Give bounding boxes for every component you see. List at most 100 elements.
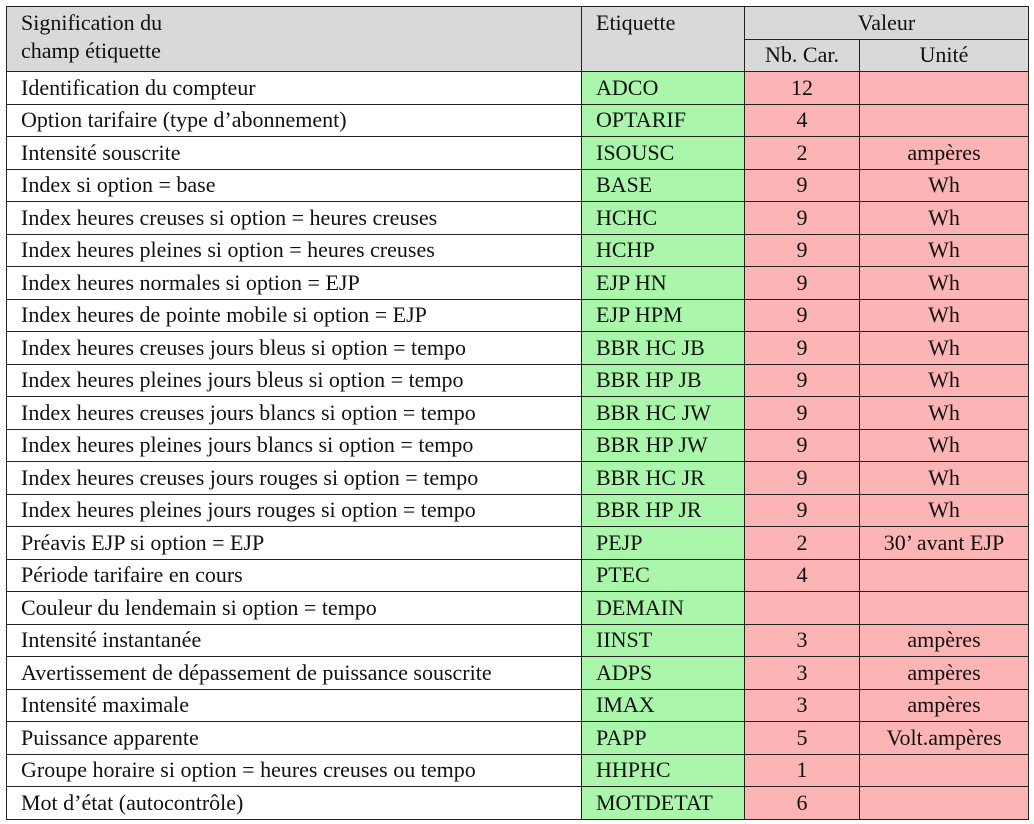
cell-etiquette: PEJP xyxy=(581,526,745,560)
cell-etiquette: EJP HPM xyxy=(581,298,745,332)
cell-signification: Couleur du lendemain si option = tempo xyxy=(6,591,582,625)
cell-unite: ampères xyxy=(859,136,1029,170)
cell-nb-car: 9 xyxy=(744,428,860,462)
cell-unite xyxy=(859,558,1029,592)
cell-etiquette: BBR HC JB xyxy=(581,331,745,365)
cell-etiquette: ADPS xyxy=(581,656,745,690)
cell-etiquette: BBR HC JW xyxy=(581,396,745,430)
table-row: Intensité maximale IMAX 3 ampères xyxy=(6,688,1029,722)
cell-unite: Wh xyxy=(859,233,1029,267)
cell-nb-car xyxy=(744,591,860,625)
cell-unite xyxy=(859,103,1029,137)
cell-nb-car: 9 xyxy=(744,233,860,267)
table-row: Index heures pleines jours rouges si opt… xyxy=(6,493,1029,527)
table-header: Signification du champ étiquette Etiquet… xyxy=(6,6,1029,72)
cell-etiquette: MOTDETAT xyxy=(581,786,745,820)
cell-etiquette: BASE xyxy=(581,168,745,202)
cell-nb-car: 9 xyxy=(744,363,860,397)
cell-nb-car: 4 xyxy=(744,103,860,137)
cell-nb-car: 5 xyxy=(744,721,860,755)
cell-signification: Identification du compteur xyxy=(6,71,582,105)
cell-etiquette: BBR HP JR xyxy=(581,493,745,527)
cell-unite: Wh xyxy=(859,201,1029,235)
table-row: Identification du compteur ADCO 12 xyxy=(6,71,1029,105)
cell-etiquette: PAPP xyxy=(581,721,745,755)
cell-nb-car: 1 xyxy=(744,753,860,787)
cell-unite: Volt.ampères xyxy=(859,721,1029,755)
header-row-1: Signification du champ étiquette Etiquet… xyxy=(6,6,1029,72)
cell-nb-car: 6 xyxy=(744,786,860,820)
cell-signification: Mot d’état (autocontrôle) xyxy=(6,786,582,820)
table-row: Index heures pleines jours blancs si opt… xyxy=(6,428,1029,462)
cell-signification: Puissance apparente xyxy=(6,721,582,755)
cell-unite xyxy=(859,786,1029,820)
table-row: Index si option = base BASE 9 Wh xyxy=(6,168,1029,202)
cell-nb-car: 9 xyxy=(744,493,860,527)
cell-nb-car: 3 xyxy=(744,656,860,690)
table-row: Index heures creuses si option = heures … xyxy=(6,201,1029,235)
cell-unite: Wh xyxy=(859,396,1029,430)
cell-signification: Avertissement de dépassement de puissanc… xyxy=(6,656,582,690)
cell-nb-car: 3 xyxy=(744,623,860,657)
cell-unite: ampères xyxy=(859,656,1029,690)
table-row: Avertissement de dépassement de puissanc… xyxy=(6,656,1029,690)
table-row: Groupe horaire si option = heures creuse… xyxy=(6,753,1029,787)
cell-etiquette: OPTARIF xyxy=(581,103,745,137)
cell-signification: Préavis EJP si option = EJP xyxy=(6,526,582,560)
cell-nb-car: 9 xyxy=(744,461,860,495)
cell-unite: Wh xyxy=(859,266,1029,300)
cell-signification: Groupe horaire si option = heures creuse… xyxy=(6,753,582,787)
cell-unite: Wh xyxy=(859,363,1029,397)
cell-signification: Index heures creuses si option = heures … xyxy=(6,201,582,235)
cell-unite: Wh xyxy=(859,331,1029,365)
header-valeur: Valeur xyxy=(744,6,1029,40)
cell-signification: Index heures creuses jours rouges si opt… xyxy=(6,461,582,495)
table-row: Intensité souscrite ISOUSC 2 ampères xyxy=(6,136,1029,170)
cell-nb-car: 9 xyxy=(744,266,860,300)
cell-unite xyxy=(859,753,1029,787)
cell-unite: Wh xyxy=(859,493,1029,527)
cell-signification: Période tarifaire en cours xyxy=(6,558,582,592)
table-row: Index heures de pointe mobile si option … xyxy=(6,298,1029,332)
teleinfo-table: Signification du champ étiquette Etiquet… xyxy=(6,6,1029,820)
cell-signification: Option tarifaire (type d’abonnement) xyxy=(6,103,582,137)
cell-nb-car: 12 xyxy=(744,71,860,105)
table-row: Intensité instantanée IINST 3 ampères xyxy=(6,623,1029,657)
cell-etiquette: EJP HN xyxy=(581,266,745,300)
cell-nb-car: 9 xyxy=(744,331,860,365)
cell-etiquette: HHPHC xyxy=(581,753,745,787)
table-row: Index heures creuses jours bleus si opti… xyxy=(6,331,1029,365)
cell-unite: ampères xyxy=(859,623,1029,657)
cell-unite: 30’ avant EJP xyxy=(859,526,1029,560)
header-signification: Signification du champ étiquette xyxy=(6,6,582,72)
cell-signification: Intensité maximale xyxy=(6,688,582,722)
cell-etiquette: HCHP xyxy=(581,233,745,267)
header-signification-line2: champ étiquette xyxy=(21,38,161,63)
cell-nb-car: 9 xyxy=(744,396,860,430)
cell-nb-car: 2 xyxy=(744,136,860,170)
cell-nb-car: 4 xyxy=(744,558,860,592)
cell-signification: Index heures normales si option = EJP xyxy=(6,266,582,300)
cell-signification: Index si option = base xyxy=(6,168,582,202)
cell-etiquette: BBR HC JR xyxy=(581,461,745,495)
cell-signification: Index heures creuses jours bleus si opti… xyxy=(6,331,582,365)
cell-etiquette: PTEC xyxy=(581,558,745,592)
cell-unite: Wh xyxy=(859,461,1029,495)
cell-etiquette: IINST xyxy=(581,623,745,657)
table-row: Puissance apparente PAPP 5 Volt.ampères xyxy=(6,721,1029,755)
table-row: Index heures creuses jours rouges si opt… xyxy=(6,461,1029,495)
cell-etiquette: DEMAIN xyxy=(581,591,745,625)
cell-nb-car: 3 xyxy=(744,688,860,722)
header-signification-line1: Signification du xyxy=(21,10,163,35)
table-row: Option tarifaire (type d’abonnement) OPTA… xyxy=(6,103,1029,137)
header-nb-car: Nb. Car. xyxy=(744,39,860,72)
cell-signification: Index heures pleines jours bleus si opti… xyxy=(6,363,582,397)
cell-signification: Intensité souscrite xyxy=(6,136,582,170)
cell-signification: Index heures pleines si option = heures … xyxy=(6,233,582,267)
cell-etiquette: BBR HP JW xyxy=(581,428,745,462)
cell-unite xyxy=(859,591,1029,625)
cell-nb-car: 9 xyxy=(744,201,860,235)
table-row: Index heures pleines si option = heures … xyxy=(6,233,1029,267)
table-container: Signification du champ étiquette Etiquet… xyxy=(6,6,1029,820)
cell-unite: Wh xyxy=(859,168,1029,202)
